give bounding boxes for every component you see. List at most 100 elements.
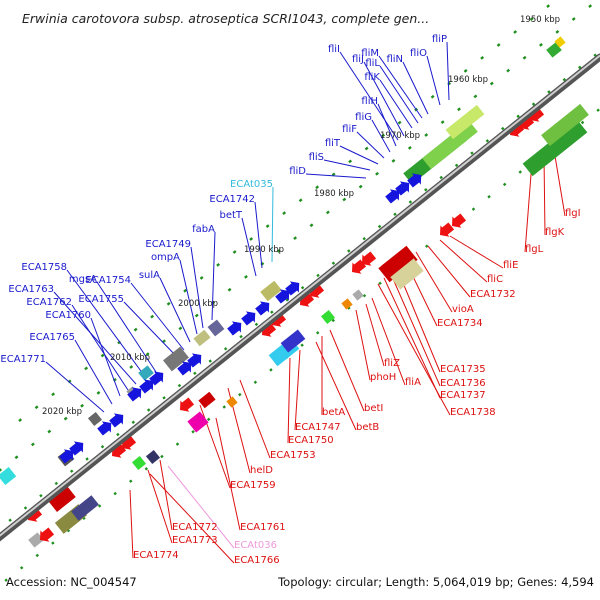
- gene-block: [207, 319, 225, 337]
- leader-line: [402, 61, 429, 115]
- track-dot: [425, 244, 429, 248]
- gene-arrow: [109, 413, 124, 428]
- track-dot: [300, 343, 304, 347]
- track-dot: [571, 17, 576, 21]
- track-dot: [97, 504, 102, 508]
- gene-block: [554, 36, 566, 48]
- gene-arrow: [59, 449, 74, 464]
- track-dot: [463, 68, 468, 73]
- track-dot: [358, 184, 363, 189]
- track-dot: [69, 469, 74, 473]
- leader-line: [147, 469, 173, 544]
- track-dot: [146, 408, 151, 412]
- gene-block: [546, 42, 562, 58]
- track-dot: [238, 392, 242, 397]
- gene-label: fliE: [503, 260, 518, 271]
- track-dot: [85, 457, 89, 461]
- track-dot: [183, 288, 188, 293]
- gene-label: ECA1760: [45, 310, 91, 321]
- track-dot: [129, 479, 133, 483]
- leader-line: [449, 235, 504, 269]
- gene-label: ECA1772: [172, 522, 218, 533]
- leader-line: [377, 283, 451, 416]
- track-dot: [150, 314, 155, 319]
- track-dot: [249, 237, 254, 241]
- leader-line: [323, 159, 371, 171]
- gene-block: [138, 365, 154, 381]
- gene-arrow: [395, 181, 410, 196]
- gene-block: [87, 411, 103, 427]
- gene-label: ECA1747: [295, 422, 341, 433]
- track-dot: [232, 250, 237, 254]
- gene-label: fliK: [364, 72, 380, 83]
- track-dot: [222, 405, 226, 409]
- gene-arrow: [285, 281, 300, 296]
- track-dot: [362, 236, 366, 241]
- gene-block: [163, 346, 189, 372]
- track-dot: [348, 159, 353, 164]
- leader-line: [167, 465, 235, 549]
- track-dot: [381, 133, 386, 138]
- track-dot: [489, 81, 494, 86]
- track-dot: [193, 371, 197, 376]
- track-dot: [578, 65, 582, 70]
- gene-block: [131, 455, 147, 471]
- track-dot: [8, 518, 12, 522]
- track-dot: [496, 43, 501, 47]
- track-dot: [208, 359, 212, 363]
- gene-block: [390, 258, 424, 290]
- gene-arrow: [40, 527, 55, 542]
- track-dot: [0, 468, 3, 473]
- track-dot: [166, 301, 171, 306]
- track-dot: [439, 175, 443, 180]
- track-dot: [35, 553, 40, 558]
- gene-label: flgI: [565, 208, 581, 219]
- gene-label: ECA1750: [288, 435, 334, 446]
- track-dot: [191, 430, 195, 434]
- leader-line: [74, 339, 113, 405]
- track-dot: [516, 114, 520, 119]
- leader-line: [363, 61, 405, 137]
- track-dot: [309, 223, 314, 228]
- leader-line: [66, 269, 147, 379]
- track-dot: [315, 331, 320, 335]
- gene-block: [187, 411, 209, 433]
- kbp-tick-label: 2000 kbp: [178, 299, 218, 309]
- track-dot: [18, 418, 23, 423]
- leader-line: [389, 271, 441, 387]
- track-dot: [4, 578, 8, 582]
- gene-label: fliD: [289, 166, 306, 177]
- track-dot: [177, 383, 182, 388]
- map-title: Erwinia carotovora subsp. atroseptica SC…: [22, 11, 429, 26]
- gene-arrow: [407, 173, 422, 188]
- track-dot: [63, 416, 68, 421]
- leader-line: [305, 173, 367, 179]
- gene-arrow: [241, 311, 256, 326]
- gene-label: ECA1734: [437, 318, 483, 329]
- track-dot: [473, 94, 478, 99]
- track-dot: [375, 171, 379, 176]
- gene-arrow: [530, 107, 545, 122]
- track-dot: [227, 287, 232, 292]
- track-dot: [244, 274, 248, 279]
- leader-line: [371, 297, 406, 386]
- gene-label: flgL: [525, 244, 544, 255]
- gene-label: flgK: [545, 227, 565, 238]
- leader-line: [159, 459, 173, 531]
- kbp-tick-label: 2010 kbp: [110, 353, 150, 363]
- gene-label: ECA1738: [450, 407, 496, 418]
- gene-label: fliH: [361, 96, 378, 107]
- gene-block: [522, 119, 588, 177]
- gene-block: [445, 104, 485, 140]
- track-dot: [316, 273, 320, 278]
- kbp-tick-label: 1980 kbp: [314, 189, 354, 199]
- gene-label: fliS: [309, 152, 324, 163]
- leader-line: [355, 309, 371, 381]
- track-dot: [51, 392, 56, 397]
- leader-line: [379, 79, 413, 129]
- leader-line: [356, 131, 385, 159]
- track-dot: [298, 198, 303, 203]
- track-dot: [39, 493, 43, 498]
- gene-label: fliM: [361, 48, 379, 59]
- gene-block: [71, 495, 99, 521]
